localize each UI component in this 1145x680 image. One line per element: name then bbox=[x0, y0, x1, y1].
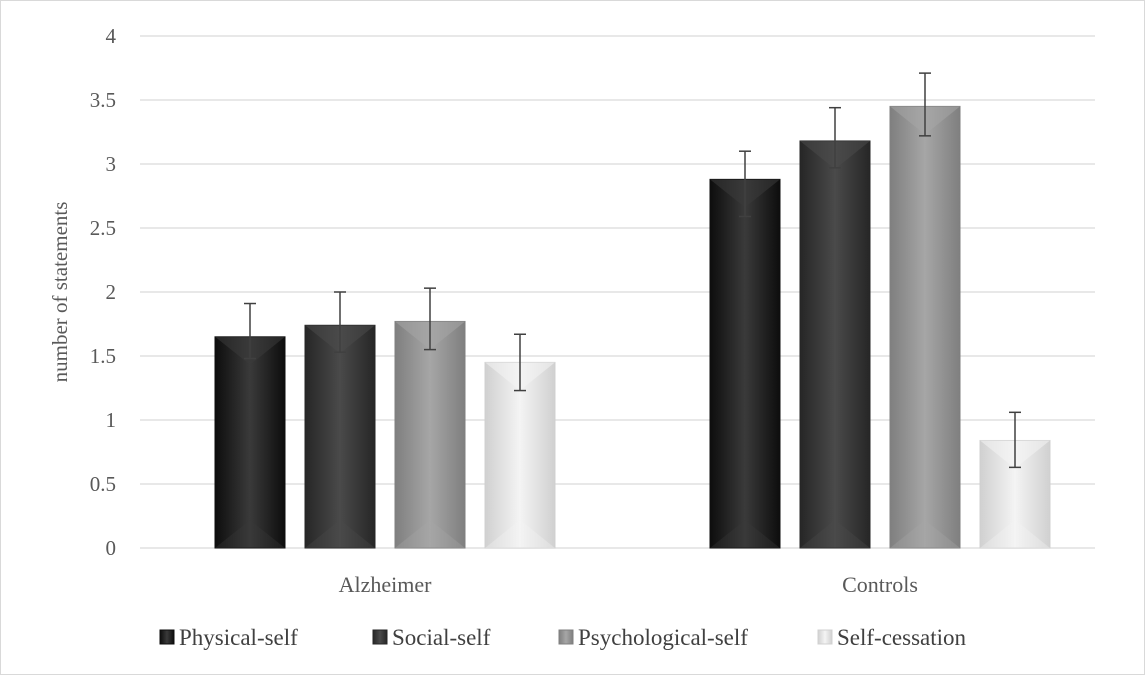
x-category-label: Alzheimer bbox=[339, 572, 433, 597]
x-category-label: Controls bbox=[842, 572, 918, 597]
legend-label: Physical-self bbox=[179, 625, 298, 650]
y-tick-label: 1 bbox=[106, 408, 117, 432]
y-tick-label: 4 bbox=[106, 24, 117, 48]
bar-bottom-facet bbox=[305, 520, 375, 548]
bar-social-self-alzheimer bbox=[304, 324, 376, 549]
y-tick-label: 0 bbox=[106, 536, 117, 560]
bar-bottom-facet bbox=[485, 520, 555, 548]
legend-swatch bbox=[372, 629, 388, 645]
bar-bottom-facet bbox=[980, 520, 1050, 548]
y-tick-label: 2 bbox=[106, 280, 117, 304]
y-tick-label: 1.5 bbox=[90, 344, 116, 368]
error-bars bbox=[244, 72, 1021, 469]
bar-bottom-facet bbox=[890, 520, 960, 548]
y-tick-label: 3 bbox=[106, 152, 117, 176]
bar-social-self-controls bbox=[799, 140, 871, 549]
legend: Physical-self Social-self Psychological-se… bbox=[159, 625, 967, 650]
legend-label: Psychological-self bbox=[578, 625, 748, 650]
bar-bottom-facet bbox=[710, 520, 780, 548]
bar-self-cessation-alzheimer bbox=[484, 361, 556, 549]
legend-swatch bbox=[817, 629, 833, 645]
y-axis-title: number of statements bbox=[48, 202, 72, 383]
y-tick-label: 3.5 bbox=[90, 88, 116, 112]
bar-bottom-facet bbox=[395, 520, 465, 548]
gridlines bbox=[140, 35, 1095, 549]
bar-psychological-self-alzheimer bbox=[394, 320, 466, 549]
bar-psychological-self-controls bbox=[889, 105, 961, 549]
bar-bottom-facet bbox=[800, 520, 870, 548]
legend-swatch bbox=[159, 629, 175, 645]
legend-label: Self-cessation bbox=[837, 625, 967, 650]
legend-label: Social-self bbox=[392, 625, 491, 650]
y-axis-tick-labels: 0 0.5 1 1.5 2 2.5 3 3.5 4 bbox=[90, 24, 117, 560]
bar-physical-self-alzheimer bbox=[214, 336, 286, 549]
bars bbox=[214, 105, 1051, 549]
y-tick-label: 2.5 bbox=[90, 216, 116, 240]
x-axis-category-labels: Alzheimer Controls bbox=[339, 572, 918, 597]
legend-swatch bbox=[558, 629, 574, 645]
bar-physical-self-controls bbox=[709, 178, 781, 549]
bar-bottom-facet bbox=[215, 520, 285, 548]
y-tick-label: 0.5 bbox=[90, 472, 116, 496]
